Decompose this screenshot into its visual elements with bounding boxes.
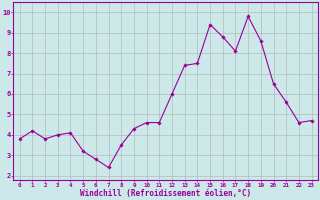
X-axis label: Windchill (Refroidissement éolien,°C): Windchill (Refroidissement éolien,°C) [80, 189, 251, 198]
